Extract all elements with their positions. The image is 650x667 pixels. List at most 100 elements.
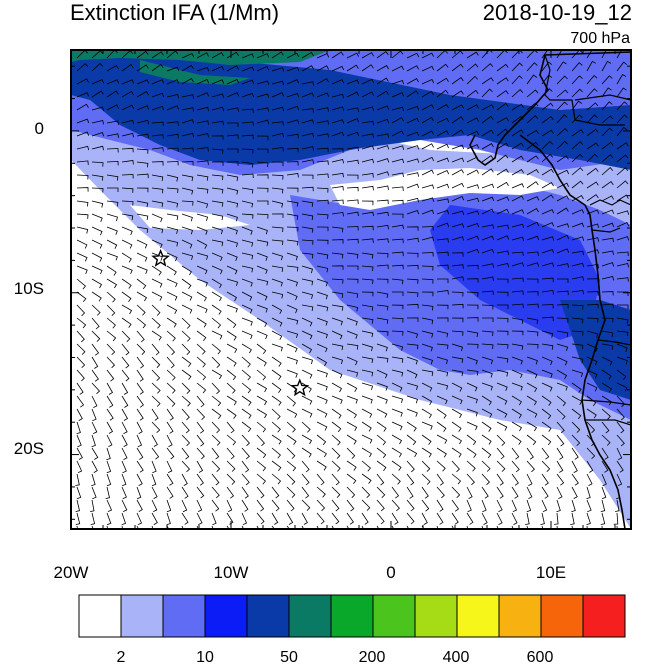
wind-barb [241, 265, 254, 273]
wind-barb [121, 512, 127, 526]
wind-barb [496, 278, 509, 284]
wind-barb [496, 224, 509, 230]
wind-barb [211, 93, 225, 98]
wind-barb [121, 200, 134, 206]
wind-barb [526, 499, 532, 513]
wind-barb [286, 473, 296, 485]
wind-barb [166, 121, 179, 126]
wind-barb [571, 304, 584, 310]
wind-barb [496, 421, 508, 431]
wind-barb [481, 356, 494, 365]
wind-barb [361, 252, 374, 259]
colorbar [78, 594, 626, 638]
wind-barb [481, 382, 493, 391]
wind-barb [586, 421, 596, 434]
wind-barb [526, 129, 539, 137]
wind-barb [616, 126, 628, 137]
wind-barb [226, 213, 239, 222]
wind-barb [511, 129, 524, 137]
wind-barb [316, 173, 329, 178]
wind-barb [361, 460, 371, 472]
wind-barb [226, 499, 233, 513]
wind-barb [226, 51, 239, 59]
wind-barb [301, 213, 314, 221]
wind-barb [586, 249, 600, 254]
wind-barb [121, 434, 128, 447]
wind-barb [256, 187, 269, 193]
wind-barb [571, 222, 585, 228]
wind-barb [586, 499, 592, 513]
wind-barb [331, 421, 342, 433]
wind-barb [166, 512, 171, 526]
wind-barb [586, 209, 600, 215]
wind-barb [391, 213, 404, 219]
wind-barb [75, 512, 81, 525]
wind-barb [211, 304, 222, 315]
wind-barb [481, 77, 494, 85]
wind-barb [466, 278, 479, 283]
wind-barb [151, 447, 160, 460]
wind-barb [466, 104, 479, 111]
wind-barb [106, 434, 113, 447]
wind-barb [541, 262, 555, 267]
wind-barb [346, 512, 354, 525]
axis-ticks [70, 50, 631, 529]
wind-barb [316, 460, 327, 471]
wind-barb [406, 145, 420, 150]
wind-barb [121, 330, 131, 342]
wind-barb [301, 499, 311, 511]
wind-barb [301, 119, 315, 124]
wind-barb [196, 187, 209, 194]
wind-barb [316, 512, 325, 525]
wind-barb [256, 330, 268, 340]
wind-barb [241, 486, 249, 499]
wind-barb [121, 265, 133, 275]
wind-barb [436, 238, 449, 243]
wind-barb [451, 116, 464, 124]
wind-barb [286, 330, 299, 339]
wind-barb [286, 447, 296, 459]
wind-barb [181, 200, 194, 206]
wind-barb [526, 89, 539, 98]
wind-barb [76, 92, 90, 98]
wind-barb [361, 145, 375, 150]
wind-barb [151, 265, 162, 276]
wind-barb [181, 239, 193, 249]
wind-barb [391, 65, 404, 72]
wind-barb [540, 512, 545, 525]
wind-barb [421, 104, 434, 111]
wind-barb [331, 291, 344, 298]
wind-barb [601, 167, 614, 176]
wind-barb [526, 303, 539, 309]
wind-barb [361, 473, 372, 484]
wind-barb [316, 330, 328, 339]
wind-barb [346, 343, 359, 350]
wind-barb [361, 158, 375, 164]
wind-barb [391, 408, 403, 417]
wind-barb [586, 317, 599, 323]
wind-barb [601, 222, 615, 228]
wind-barb [136, 291, 148, 302]
wind-barb [121, 499, 128, 512]
wind-barb [451, 408, 463, 419]
wind-barb [346, 434, 357, 445]
wind-barb [571, 180, 584, 189]
wind-barb [541, 447, 550, 460]
colorbar-swatch [120, 594, 164, 638]
wind-barb [511, 330, 524, 336]
wind-barb [151, 395, 161, 407]
wind-barb [316, 78, 329, 85]
wind-barb [616, 142, 629, 150]
wind-barb [421, 473, 431, 485]
wind-barb [346, 146, 359, 152]
wind-barb [391, 106, 405, 112]
wind-barb [451, 264, 464, 269]
wind-barb [316, 226, 329, 232]
wind-barb [421, 184, 435, 189]
wind-barb [406, 278, 419, 284]
wind-barb [421, 356, 434, 365]
wind-barb [406, 90, 419, 98]
wind-barb [526, 408, 538, 418]
wind-barb [181, 499, 188, 513]
wind-barb [316, 133, 329, 138]
